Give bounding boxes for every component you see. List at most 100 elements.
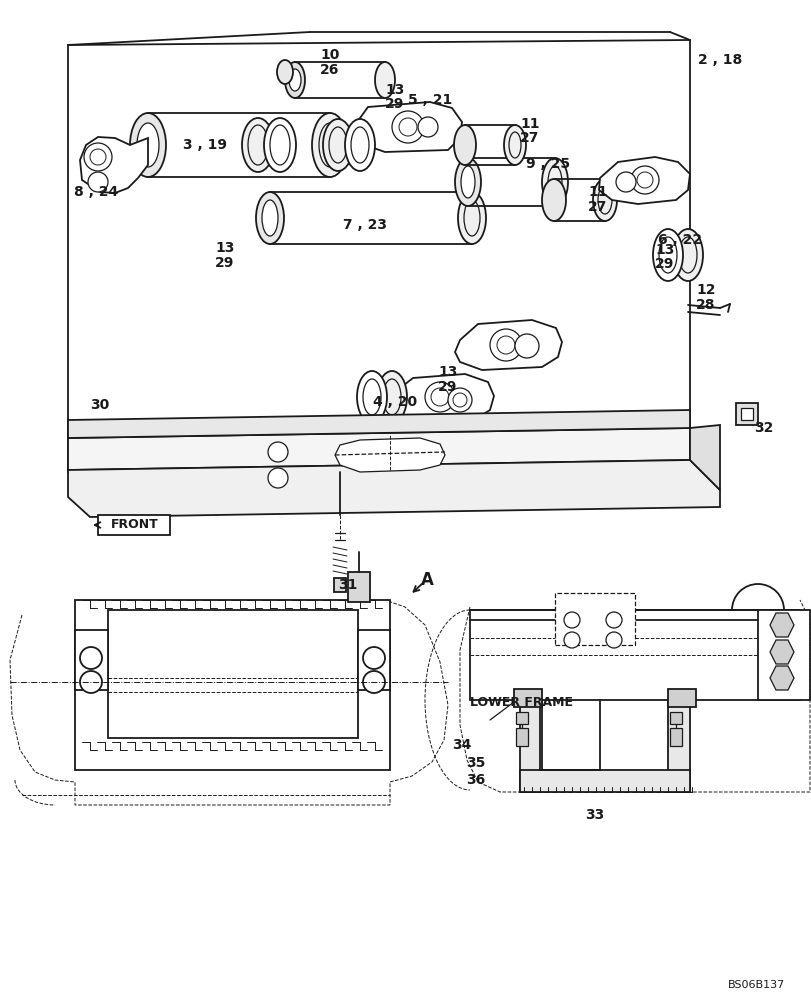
Polygon shape (599, 157, 689, 204)
Text: 34: 34 (452, 738, 471, 752)
Bar (757, 610, 809, 700)
Circle shape (424, 382, 454, 412)
Circle shape (564, 612, 579, 628)
Ellipse shape (453, 125, 475, 165)
Circle shape (80, 671, 102, 693)
Text: 10: 10 (320, 48, 339, 62)
Ellipse shape (504, 125, 526, 165)
Circle shape (496, 336, 514, 354)
Text: 30: 30 (90, 398, 109, 412)
Circle shape (630, 166, 659, 194)
Text: 4 , 20: 4 , 20 (372, 395, 417, 409)
Text: 32: 32 (753, 421, 773, 435)
Text: 9 , 25: 9 , 25 (526, 157, 569, 171)
Polygon shape (68, 410, 689, 438)
Ellipse shape (137, 123, 159, 167)
Ellipse shape (457, 192, 486, 244)
Polygon shape (98, 515, 169, 535)
Text: 12: 12 (695, 283, 714, 297)
Circle shape (363, 647, 384, 669)
Ellipse shape (541, 179, 565, 221)
Polygon shape (68, 428, 689, 470)
Text: 36: 36 (466, 773, 485, 787)
Ellipse shape (277, 60, 293, 84)
Ellipse shape (345, 119, 375, 171)
Bar (348, 572, 370, 602)
Circle shape (564, 632, 579, 648)
Bar (669, 712, 681, 724)
Ellipse shape (130, 113, 165, 177)
Polygon shape (454, 320, 561, 370)
Ellipse shape (311, 113, 348, 177)
Polygon shape (335, 438, 444, 472)
Circle shape (489, 329, 521, 361)
Text: A: A (420, 571, 433, 589)
Circle shape (431, 388, 448, 406)
Ellipse shape (289, 69, 301, 91)
Bar (554, 593, 634, 645)
Ellipse shape (461, 166, 474, 198)
Circle shape (514, 334, 539, 358)
Text: FRONT: FRONT (111, 518, 159, 532)
Ellipse shape (262, 200, 277, 236)
Ellipse shape (652, 229, 682, 281)
Circle shape (84, 143, 112, 171)
Text: 13: 13 (215, 241, 234, 255)
Text: 29: 29 (385, 97, 404, 111)
Text: 11: 11 (587, 185, 607, 199)
Circle shape (448, 388, 471, 412)
Bar (108, 610, 358, 738)
Text: 35: 35 (466, 756, 485, 770)
Bar (75, 630, 108, 690)
Text: LOWER FRAME: LOWER FRAME (470, 696, 573, 708)
Bar (667, 689, 695, 707)
Text: 2 , 18: 2 , 18 (697, 53, 741, 67)
Bar (333, 578, 345, 592)
Text: 31: 31 (338, 578, 358, 592)
Bar (519, 770, 689, 792)
Polygon shape (354, 102, 461, 152)
Ellipse shape (376, 371, 406, 423)
Ellipse shape (264, 118, 296, 172)
Text: 29: 29 (438, 380, 457, 394)
Polygon shape (769, 613, 793, 637)
Circle shape (88, 172, 108, 192)
Ellipse shape (323, 119, 353, 171)
Ellipse shape (285, 62, 305, 98)
Polygon shape (769, 640, 793, 664)
Circle shape (398, 118, 417, 136)
Bar (358, 630, 389, 690)
Ellipse shape (242, 118, 273, 172)
Text: 33: 33 (585, 808, 604, 822)
Text: 7 , 23: 7 , 23 (342, 218, 387, 232)
Ellipse shape (375, 62, 394, 98)
Bar (740, 408, 752, 420)
Polygon shape (80, 137, 148, 193)
Bar (667, 700, 689, 792)
Ellipse shape (357, 371, 387, 423)
Bar (470, 610, 799, 700)
Circle shape (418, 117, 437, 137)
Text: 29: 29 (215, 256, 234, 270)
Bar (669, 728, 681, 746)
Text: 27: 27 (520, 131, 539, 145)
Circle shape (605, 632, 621, 648)
Bar (515, 728, 527, 746)
Bar (75, 600, 389, 770)
Text: 5 , 21: 5 , 21 (407, 93, 452, 107)
Polygon shape (769, 666, 793, 690)
Bar (513, 689, 541, 707)
Ellipse shape (541, 158, 568, 206)
Ellipse shape (592, 179, 616, 221)
Text: 28: 28 (695, 298, 714, 312)
Text: 27: 27 (588, 200, 607, 214)
Text: 13: 13 (654, 243, 674, 257)
Text: BS06B137: BS06B137 (727, 980, 784, 990)
Text: 8 , 24: 8 , 24 (74, 185, 118, 199)
Circle shape (90, 149, 106, 165)
Ellipse shape (672, 229, 702, 281)
Text: 29: 29 (654, 257, 674, 271)
Text: 26: 26 (320, 63, 339, 77)
Polygon shape (689, 425, 719, 490)
Bar (519, 700, 541, 792)
